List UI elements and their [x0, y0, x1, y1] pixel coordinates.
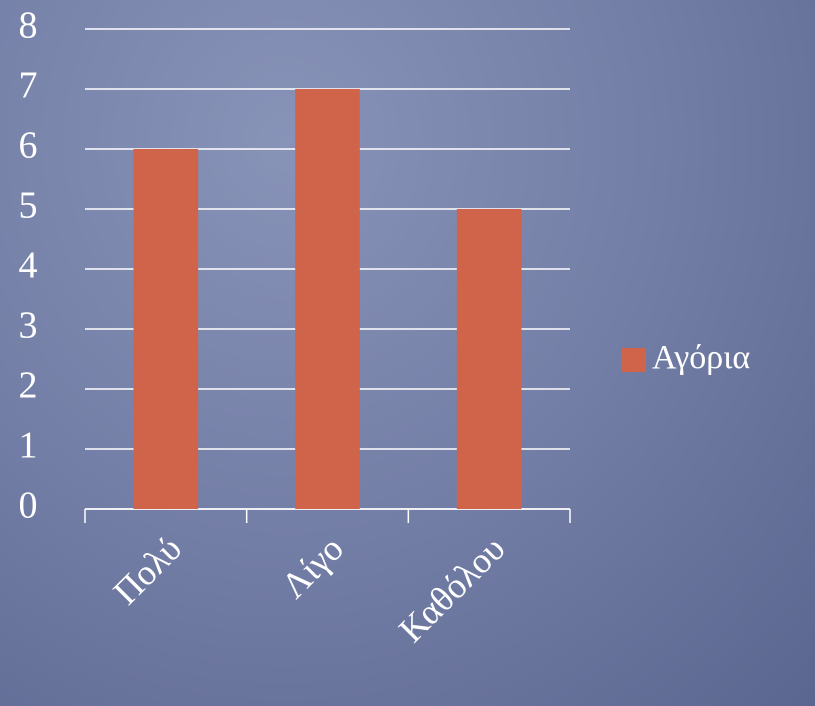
x-tick-label: Καθόλου	[391, 528, 513, 650]
legend-label: Αγόρια	[652, 339, 750, 376]
y-tick-label: 3	[19, 305, 38, 347]
x-tick-label: Πολύ	[105, 528, 189, 612]
y-tick-label: 8	[19, 5, 38, 47]
x-tick-label: Λίγο	[273, 528, 351, 606]
y-tick-label: 5	[19, 185, 38, 227]
y-tick-label: 1	[19, 425, 38, 467]
bar	[295, 89, 360, 509]
y-tick-label: 0	[19, 485, 38, 527]
y-tick-label: 7	[19, 65, 38, 107]
y-tick-label: 6	[19, 125, 38, 167]
legend-swatch	[622, 348, 646, 372]
bar	[133, 149, 199, 509]
bar	[456, 209, 522, 509]
y-tick-label: 4	[19, 245, 38, 287]
y-tick-label: 2	[19, 365, 38, 407]
